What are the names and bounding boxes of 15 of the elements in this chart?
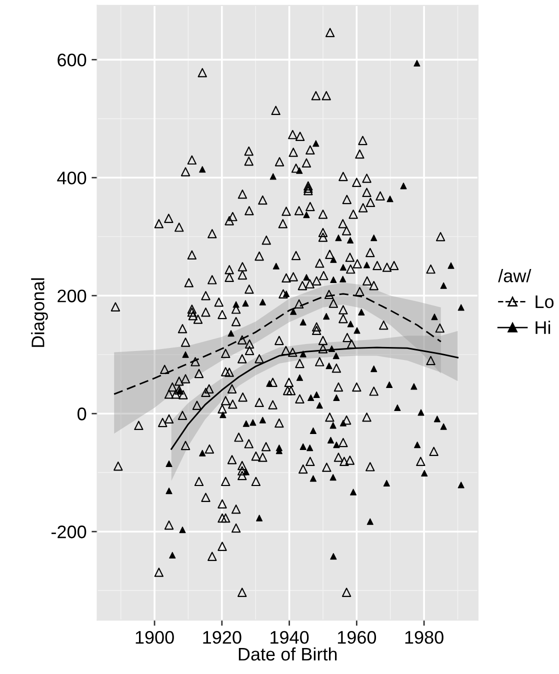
x-tick-label: 1960 bbox=[338, 630, 376, 644]
y-tick-label: 400 bbox=[57, 172, 86, 184]
legend-label: Lo bbox=[536, 296, 554, 308]
x-tick-label: 1900 bbox=[136, 630, 174, 644]
x-tick-label: 1940 bbox=[270, 630, 309, 644]
y-tick-label: 0 bbox=[78, 408, 86, 420]
x-axis-title: Date of Birth bbox=[238, 647, 337, 661]
x-tick-label: 1920 bbox=[203, 630, 242, 644]
y-tick-label: 200 bbox=[58, 290, 86, 302]
y-tick-label: -200 bbox=[52, 526, 86, 538]
y-axis-title: Diagonal bbox=[31, 278, 48, 347]
x-tick-label: 1980 bbox=[405, 630, 444, 644]
y-tick-label: 600 bbox=[58, 54, 86, 66]
legend-title: /aw/ bbox=[498, 269, 532, 282]
legend-label: Hi bbox=[536, 320, 550, 334]
